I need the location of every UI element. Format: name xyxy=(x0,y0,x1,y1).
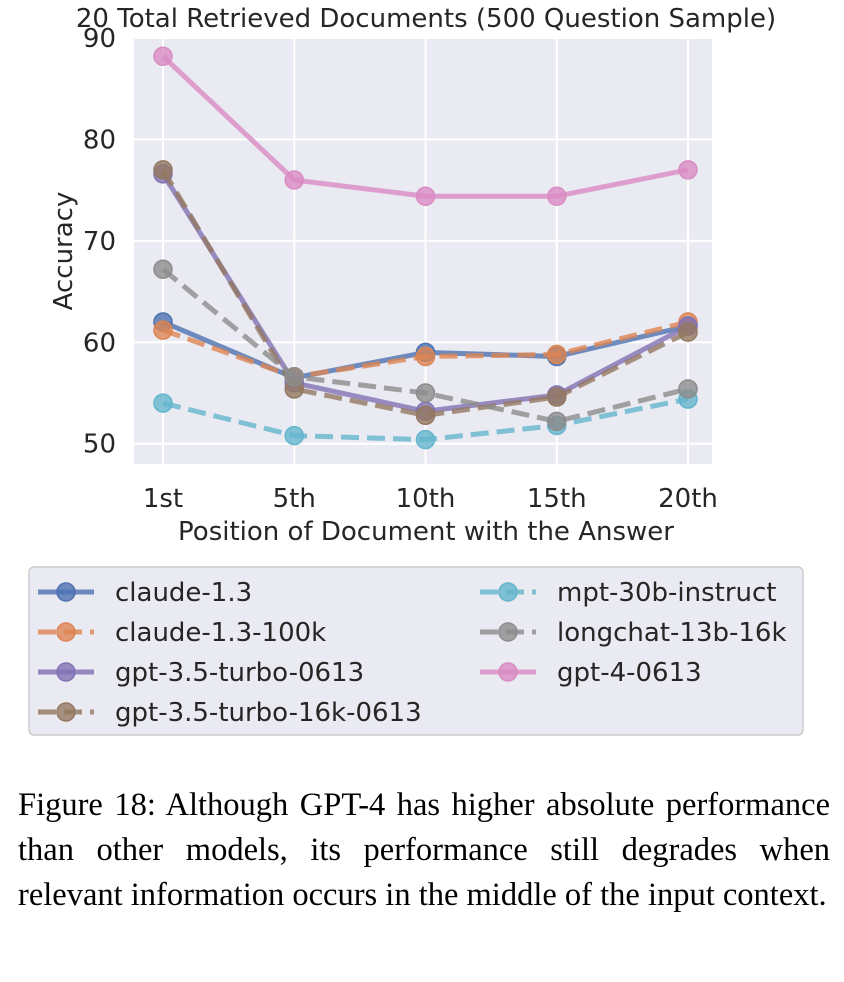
data-point xyxy=(153,393,173,413)
data-point xyxy=(678,379,698,399)
x-axis-label: Position of Document with the Answer xyxy=(178,517,674,547)
legend-marker xyxy=(56,702,76,722)
legend-label: mpt-30b-instruct xyxy=(557,578,776,608)
data-point xyxy=(153,320,173,340)
legend: claude-1.3 claude-1.3-100k gpt-3.5-turbo-0… xyxy=(38,578,787,728)
data-point xyxy=(547,344,567,365)
legend-item: claude-1.3-100k xyxy=(38,618,326,648)
x-tick-label: 15th xyxy=(527,484,587,514)
legend-item: claude-1.3 xyxy=(38,578,252,608)
legend-item: gpt-4-0613 xyxy=(480,658,702,688)
data-point xyxy=(415,383,436,403)
y-tick-label: 90 xyxy=(83,24,116,54)
series-lines xyxy=(153,46,698,450)
x-tick-label: 5th xyxy=(273,484,316,514)
data-point xyxy=(284,425,304,446)
legend-item: gpt-3.5-turbo-0613 xyxy=(38,658,364,688)
y-tick-label: 50 xyxy=(83,430,116,460)
series-longchat-13b-16k xyxy=(153,259,698,432)
data-point xyxy=(547,186,567,206)
data-point xyxy=(284,367,304,387)
x-axis-ticks: 1st 5th 10th 15th 20th xyxy=(143,484,718,514)
legend-box xyxy=(28,566,804,736)
y-tick-label: 70 xyxy=(83,227,116,257)
data-point xyxy=(547,387,567,407)
legend-label: gpt-4-0613 xyxy=(557,658,702,688)
legend-label: gpt-3.5-turbo-16k-0613 xyxy=(115,698,422,728)
x-tick-label: 1st xyxy=(143,484,183,514)
data-point xyxy=(678,322,698,342)
series-line xyxy=(160,168,690,418)
y-axis-ticks: 50 60 70 80 90 xyxy=(83,24,116,460)
legend-label: claude-1.3-100k xyxy=(115,618,326,648)
legend-marker xyxy=(56,662,76,682)
y-tick-label: 80 xyxy=(83,125,116,155)
legend-label: longchat-13b-16k xyxy=(557,618,787,648)
x-tick-label: 20th xyxy=(658,484,718,514)
legend-marker xyxy=(56,582,76,602)
figure-caption: Figure 18: Although GPT-4 has higher abs… xyxy=(18,787,830,913)
legend-marker xyxy=(498,582,518,602)
data-point xyxy=(678,160,698,180)
data-point xyxy=(547,411,567,432)
legend-marker xyxy=(498,662,518,682)
chart-title: 20 Total Retrieved Documents (500 Questi… xyxy=(76,4,776,34)
legend-label: gpt-3.5-turbo-0613 xyxy=(115,658,364,688)
legend-marker xyxy=(56,622,76,642)
data-point xyxy=(415,429,436,450)
data-point xyxy=(153,46,173,67)
data-point xyxy=(415,346,436,367)
y-axis-label: Accuracy xyxy=(49,192,79,311)
legend-marker xyxy=(498,622,518,642)
data-point xyxy=(415,186,436,206)
series-gpt-4-0613 xyxy=(153,46,698,206)
legend-label: claude-1.3 xyxy=(115,578,252,608)
data-point xyxy=(415,405,436,426)
legend-item: mpt-30b-instruct xyxy=(480,578,776,608)
legend-item: gpt-3.5-turbo-16k-0613 xyxy=(38,698,422,728)
x-tick-label: 10th xyxy=(396,484,456,514)
data-point xyxy=(153,259,173,280)
data-point xyxy=(284,170,304,190)
line-chart: 20 Total Retrieved Documents (500 Questi… xyxy=(28,4,804,736)
y-tick-label: 60 xyxy=(83,328,116,358)
legend-item: longchat-13b-16k xyxy=(480,618,787,648)
data-point xyxy=(153,160,173,180)
